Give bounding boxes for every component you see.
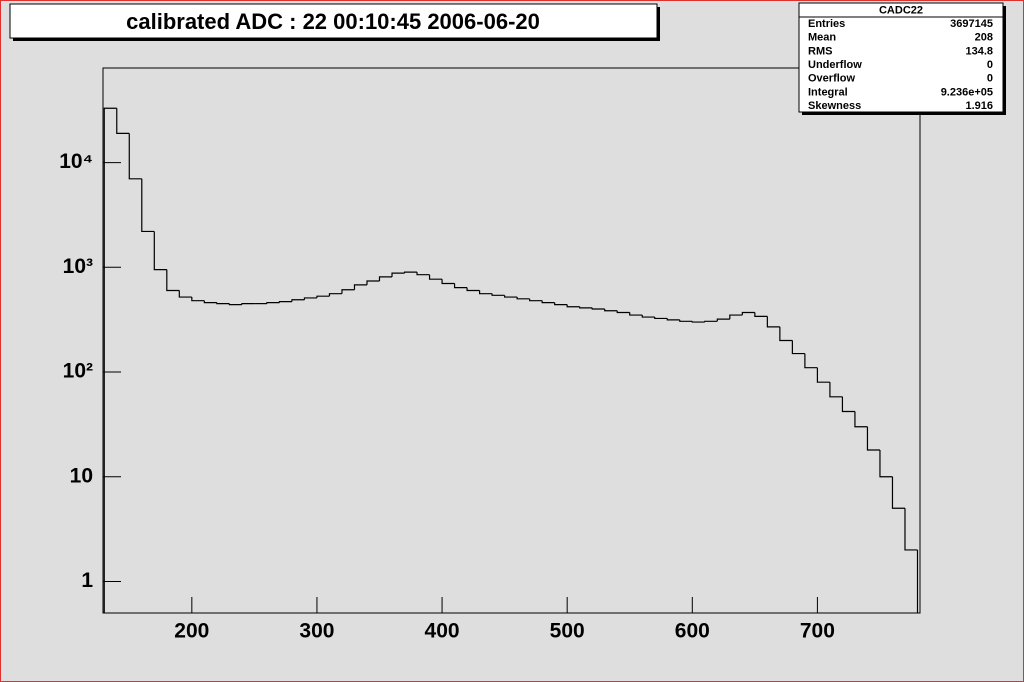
histogram-bin bbox=[604, 308, 618, 312]
histogram-bin bbox=[841, 396, 855, 413]
stats-label: Overflow bbox=[808, 73, 856, 85]
histogram-bin bbox=[428, 274, 443, 280]
histogram-bin bbox=[341, 289, 355, 294]
histogram-bin bbox=[241, 303, 255, 305]
histogram-bin bbox=[153, 231, 167, 271]
histogram-bin bbox=[541, 300, 555, 304]
x-tick-label: 500 bbox=[550, 620, 585, 643]
x-tick-label: 600 bbox=[675, 620, 710, 643]
histogram-bin bbox=[278, 301, 292, 303]
histogram-bin bbox=[441, 279, 455, 285]
stats-value: 9.236e+05 bbox=[941, 86, 993, 98]
histogram-bin bbox=[141, 178, 155, 233]
x-tick-label: 300 bbox=[299, 620, 334, 643]
stats-label: Underflow bbox=[808, 59, 862, 71]
histogram-bin bbox=[529, 298, 543, 302]
histogram-bin bbox=[203, 300, 217, 304]
x-tick-label: 400 bbox=[425, 620, 460, 643]
histogram-bin bbox=[216, 302, 230, 305]
histogram-bin bbox=[791, 340, 805, 355]
histogram-bin bbox=[103, 107, 117, 613]
histogram-bin bbox=[178, 290, 192, 298]
histogram-bin bbox=[716, 318, 730, 322]
histogram-bin bbox=[516, 297, 530, 300]
histogram-bin bbox=[804, 353, 818, 369]
histogram-bin bbox=[391, 272, 405, 277]
histogram-bin bbox=[366, 280, 380, 285]
histogram-bin bbox=[904, 508, 918, 551]
histogram-bin bbox=[166, 269, 180, 292]
stats-value: 0 bbox=[987, 59, 993, 71]
histogram-bin bbox=[579, 306, 593, 309]
histogram-bin bbox=[566, 304, 580, 308]
histogram-bin bbox=[891, 476, 905, 509]
histogram-bin bbox=[616, 310, 630, 314]
histogram-bin bbox=[591, 307, 605, 310]
histogram-bin bbox=[478, 290, 493, 295]
stats-value: 0 bbox=[987, 73, 993, 85]
chart-title: calibrated ADC : 22 00:10:45 2006-06-20 bbox=[126, 9, 540, 34]
x-tick-label: 700 bbox=[800, 620, 835, 643]
histogram-bin bbox=[691, 321, 705, 323]
plot-area: 1 10 10² 10³ 10⁴ 200 300 400 500 600 700 bbox=[59, 67, 921, 643]
histogram-bin bbox=[453, 283, 468, 289]
histogram-bin bbox=[754, 312, 768, 317]
plot-frame bbox=[102, 67, 921, 614]
histogram-bin bbox=[303, 297, 317, 300]
histogram-bin bbox=[403, 271, 418, 274]
histogram-bin bbox=[378, 276, 393, 281]
stats-label: RMS bbox=[808, 45, 832, 57]
title-box bbox=[9, 3, 658, 39]
stats-rows: Entries 3697145 Mean 208 RMS 134.8 Underflow 0 O… bbox=[808, 18, 993, 112]
histogram-bin bbox=[854, 411, 868, 428]
histogram-bin bbox=[654, 317, 668, 320]
y-tick-label: 10² bbox=[63, 360, 93, 383]
histogram-bin bbox=[666, 318, 680, 321]
histogram-bin bbox=[779, 326, 793, 342]
histogram-bin bbox=[466, 287, 480, 292]
stats-title: CADC22 bbox=[879, 4, 923, 16]
histogram-bin bbox=[704, 320, 718, 323]
histogram-bin bbox=[191, 297, 205, 302]
histogram-bin bbox=[228, 303, 242, 306]
histogram-bin bbox=[328, 293, 342, 297]
x-tick-label: 200 bbox=[174, 620, 209, 643]
histogram-bin bbox=[316, 295, 330, 298]
histogram-bin bbox=[266, 302, 280, 304]
histogram-bin bbox=[766, 316, 780, 328]
y-tick-label: 10³ bbox=[63, 255, 93, 278]
stats-value: 3697145 bbox=[950, 18, 993, 30]
y-tick-label: 10 bbox=[70, 464, 93, 487]
stats-label: Skewness bbox=[808, 100, 861, 112]
y-tick-label: 10⁴ bbox=[59, 150, 93, 173]
histogram-bin bbox=[866, 426, 880, 451]
stats-value: 208 bbox=[975, 32, 993, 44]
histogram-bin bbox=[629, 312, 643, 316]
histogram-bin bbox=[491, 293, 505, 296]
histogram-bin bbox=[416, 272, 430, 276]
histogram-bin bbox=[879, 450, 893, 478]
histogram-bin bbox=[504, 295, 518, 298]
histogram-bin bbox=[829, 382, 843, 398]
stats-label: Mean bbox=[808, 32, 836, 44]
histogram-bin bbox=[116, 108, 130, 134]
stats-value: 134.8 bbox=[965, 45, 993, 57]
stats-label: Integral bbox=[808, 86, 848, 98]
stats-value: 1.916 bbox=[965, 100, 993, 112]
histogram-bin bbox=[729, 314, 743, 320]
histogram-bin bbox=[679, 319, 693, 322]
histogram-bin bbox=[353, 284, 367, 290]
histogram-bin bbox=[554, 302, 568, 306]
histogram-bin bbox=[291, 299, 305, 302]
histogram bbox=[103, 107, 919, 613]
y-tick-label: 1 bbox=[81, 569, 93, 592]
histogram-bin bbox=[741, 311, 755, 316]
histogram-bin bbox=[641, 315, 655, 318]
histogram-bin bbox=[816, 367, 830, 383]
histogram-bin bbox=[128, 133, 142, 180]
stats-label: Entries bbox=[808, 18, 845, 30]
stats-box bbox=[798, 2, 1004, 113]
